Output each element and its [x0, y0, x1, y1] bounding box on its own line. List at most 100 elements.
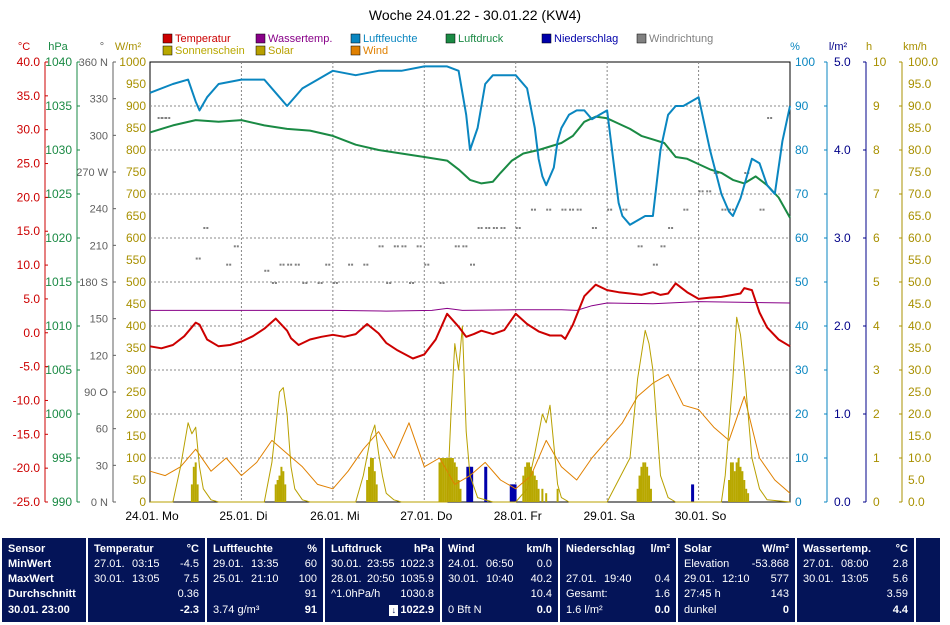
wind-direction-point — [325, 263, 328, 266]
luftdruck-max-value: 1035.9 — [400, 573, 434, 585]
x-tick-label: 30.01. So — [675, 509, 727, 523]
solar-tick-label: 600 — [126, 231, 146, 245]
wind-direction-point — [404, 245, 407, 248]
solar-max-date: 29.01. — [684, 573, 715, 585]
sunhours-tick-label: 9 — [873, 99, 880, 113]
wind-direction-point — [671, 227, 674, 229]
pressure-tick-label: 1000 — [45, 407, 72, 421]
series-line-luftfeuchte — [149, 65, 791, 226]
wind-direction-point — [701, 190, 704, 193]
wind-direction-point — [495, 227, 498, 229]
wind-direction-point — [396, 245, 399, 248]
solar-unit-label: W/m² — [115, 41, 142, 53]
solar-tick-label: 850 — [126, 121, 146, 135]
temp-tick-label: 10.0 — [17, 258, 41, 272]
wind-direction-point — [389, 282, 392, 284]
sunhours-tick-label: 5 — [873, 275, 880, 289]
wassertemp-max-value: 5.6 — [892, 573, 908, 585]
niederschlag-max-time: 19:40 — [604, 573, 632, 585]
wind-direction-point — [625, 208, 628, 211]
wind-tick-label: 5.0 — [908, 473, 925, 487]
wind-direction-point — [442, 282, 445, 284]
wind-tick-label: 95.0 — [908, 77, 932, 91]
sunshine-bar — [451, 458, 454, 502]
wind-direction-point — [168, 117, 171, 119]
solar-sunshine-hours: 27:45 h — [684, 588, 721, 600]
wind-tick-label: 25.0 — [908, 385, 932, 399]
wind-direction-point — [297, 263, 300, 266]
solar-tick-label: 800 — [126, 143, 146, 157]
wind-direction-point — [477, 227, 480, 229]
wind-direction-point — [488, 227, 491, 229]
temp-tick-label: 5.0 — [23, 292, 40, 306]
wind-direction-point — [561, 208, 564, 211]
wind-direction-point — [271, 282, 274, 284]
wind-direction-point — [706, 190, 709, 193]
luftdruck-current-wrap: ↓ 1022.9 — [389, 603, 434, 617]
wind-direction-point — [591, 227, 594, 229]
solar-tick-label: 900 — [126, 99, 146, 113]
wind-tick-label: 15.0 — [908, 429, 932, 443]
sunshine-bar — [735, 462, 738, 502]
sunshine-bar — [453, 462, 456, 502]
panel-luftdruck: Luftdruck hPa 30.01. 23:55 1022.3 28.01. 20:… — [325, 538, 440, 622]
wind-direction-point — [713, 172, 716, 174]
humidity-tick-label: 80 — [795, 143, 809, 157]
legend-swatch — [636, 33, 647, 44]
wind-tick-label: 60.0 — [908, 231, 932, 245]
temp-tick-label: -25.0 — [13, 495, 41, 509]
wind-direction-point — [267, 269, 270, 272]
wind-direction-point — [282, 263, 285, 266]
direction-tick-label: 360 N — [79, 57, 108, 69]
wind-min-date: 24.01. — [448, 558, 479, 570]
temperatur-current: -2.3 — [180, 604, 199, 616]
solar-tick-label: 650 — [126, 209, 146, 223]
rain-tick-label: 4.0 — [834, 143, 851, 157]
temp-tick-label: 40.0 — [17, 55, 41, 69]
wind-direction-point — [530, 208, 533, 211]
solar-tick-label: 400 — [126, 319, 146, 333]
sunshine-bar — [642, 462, 645, 502]
wind-direction-point — [579, 208, 582, 211]
solar-tick-label: 450 — [126, 297, 146, 311]
solar-elevation-value: -53.868 — [751, 558, 789, 570]
sunhours-unit-label: h — [866, 41, 872, 53]
direction-tick-label: 0 N — [91, 497, 108, 509]
niederschlag-max-date: 27.01. — [566, 573, 597, 585]
solar-max-time: 12:10 — [722, 573, 750, 585]
wind-direction-point — [744, 172, 747, 174]
wind-direction-point — [500, 227, 503, 229]
rain-tick-label: 5.0 — [834, 55, 851, 69]
wind-direction-point — [759, 208, 762, 211]
humidity-tick-label: 20 — [795, 407, 809, 421]
wind-direction-point — [686, 208, 689, 211]
wind-direction-point — [594, 227, 597, 229]
wind-tick-label: 100.0 — [908, 55, 938, 69]
wind-direction-point — [462, 245, 465, 248]
sunshine-bar — [545, 493, 548, 502]
wind-direction-point — [663, 245, 666, 248]
rain-tick-label: 1.0 — [834, 407, 851, 421]
sunshine-bar — [638, 475, 641, 502]
wind-direction-point — [305, 282, 308, 284]
wind-direction-point — [195, 257, 198, 260]
solar-tick-label: 700 — [126, 187, 146, 201]
wind-direction-point — [610, 208, 613, 211]
sunshine-bar — [556, 488, 559, 502]
sunshine-bar — [190, 484, 193, 502]
humidity-tick-label: 0 — [795, 495, 802, 509]
x-tick-label: 28.01. Fr — [494, 509, 542, 523]
solar-tick-label: 1000 — [119, 55, 146, 69]
wind-tick-label: 35.0 — [908, 341, 932, 355]
wind-direction-point — [762, 208, 765, 211]
legend-entry: Niederschlag — [554, 33, 618, 45]
series-lines — [149, 65, 791, 503]
wind-direction-point — [668, 227, 671, 229]
temperatur-unit: °C — [186, 543, 199, 555]
wind-direction-point — [454, 245, 457, 248]
wind-direction-point — [716, 172, 719, 174]
wind-header: Wind — [448, 543, 475, 555]
solar-tick-label: 150 — [126, 429, 146, 443]
solar-tick-label: 350 — [126, 341, 146, 355]
wind-direction-point — [569, 208, 572, 211]
